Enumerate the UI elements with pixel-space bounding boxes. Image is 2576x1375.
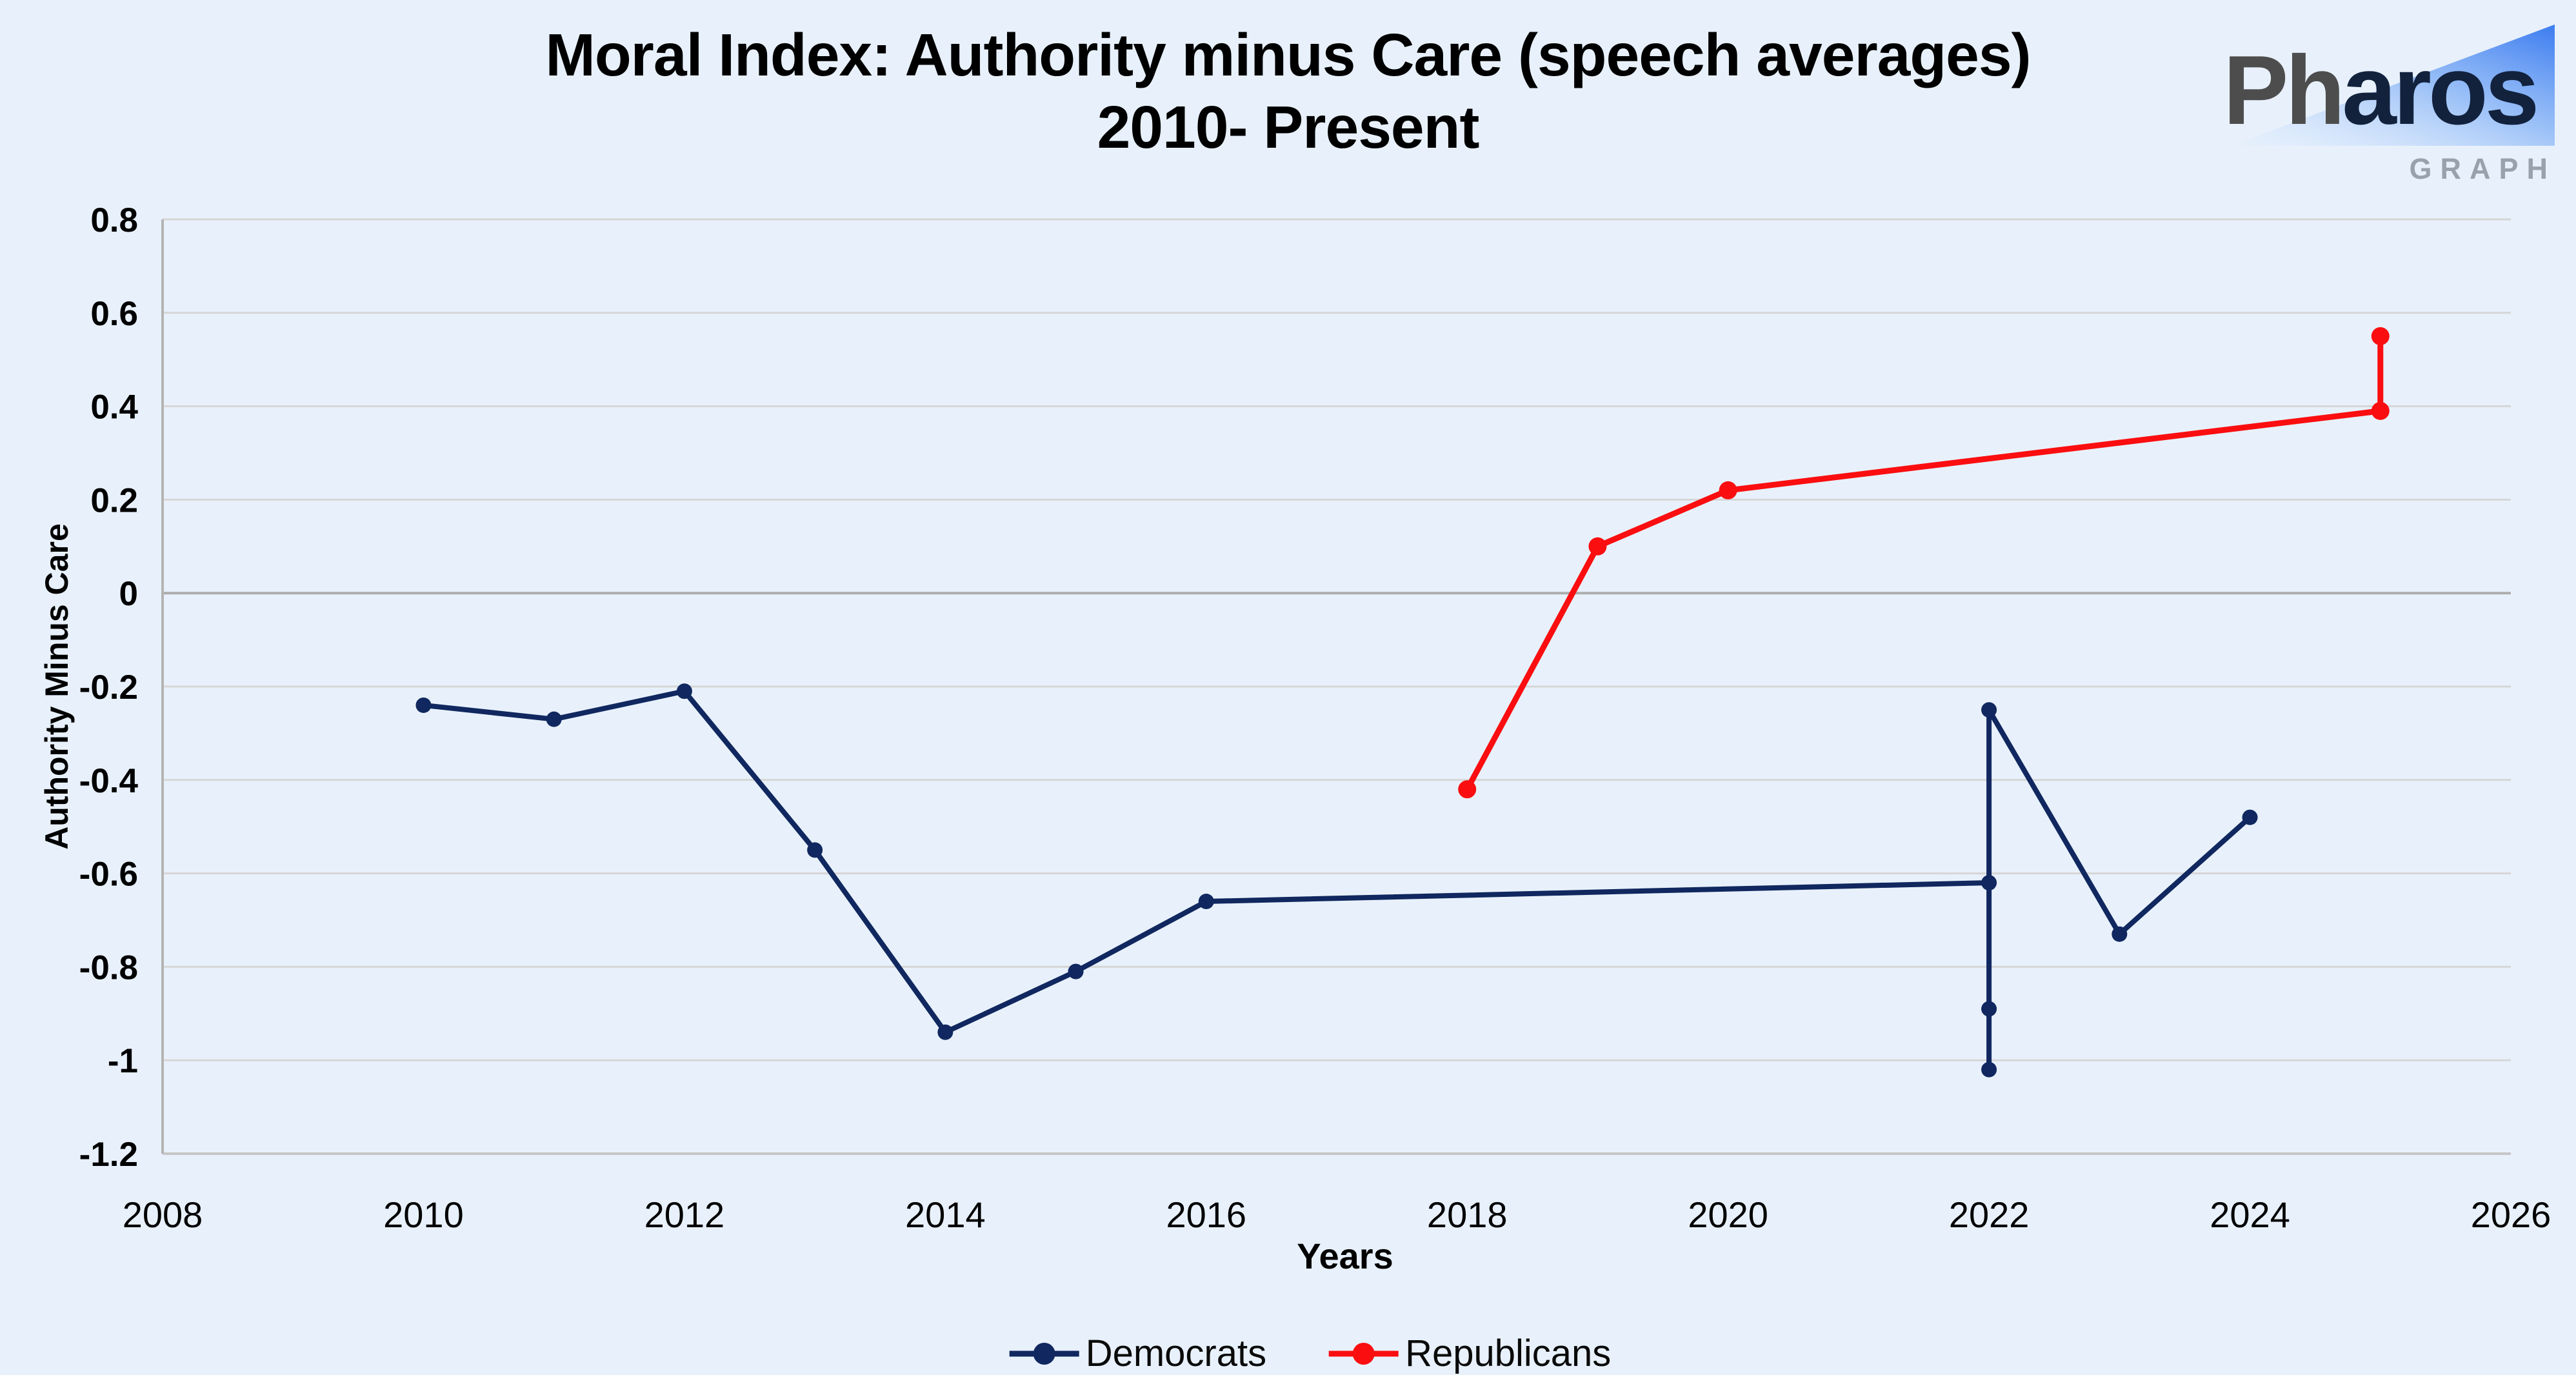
logo-wordmark: Pharos bbox=[2223, 41, 2539, 139]
x-tick-label: 2026 bbox=[2471, 1194, 2551, 1235]
chart-title-line1: Moral Index: Authority minus Care (speec… bbox=[545, 21, 2031, 88]
data-point-democrats-2010 bbox=[415, 697, 432, 713]
x-tick-label: 2010 bbox=[383, 1194, 464, 1235]
logo-wordmark-suffix: aros bbox=[2342, 35, 2539, 145]
x-tick-label: 2022 bbox=[1949, 1194, 2030, 1235]
x-tick-label: 2020 bbox=[1688, 1194, 1768, 1235]
y-tick-label: -0.2 bbox=[79, 668, 138, 707]
x-tick-label: 2018 bbox=[1427, 1194, 1508, 1235]
data-point-democrats-2016 bbox=[1198, 894, 1214, 910]
data-point-democrats-2015 bbox=[1068, 963, 1084, 979]
x-tick-label: 2016 bbox=[1166, 1194, 1246, 1235]
data-point-democrats-2012 bbox=[676, 683, 692, 699]
chart-title-line2: 2010- Present bbox=[1097, 93, 1480, 161]
data-point-democrats-2022 bbox=[1981, 1061, 1997, 1078]
legend-label-democrats: Democrats bbox=[1085, 1332, 1267, 1374]
legend-item-democrats: Democrats bbox=[1008, 1332, 1266, 1375]
x-axis-title: Years bbox=[1297, 1236, 1393, 1276]
data-point-republicans-2019 bbox=[1588, 537, 1607, 556]
data-point-republicans-2025 bbox=[2371, 401, 2390, 420]
y-tick-label: -1.2 bbox=[79, 1136, 138, 1174]
legend-label-republicans: Republicans bbox=[1405, 1332, 1612, 1374]
y-tick-label: -0.4 bbox=[79, 762, 139, 800]
x-tick-label: 2008 bbox=[123, 1194, 203, 1235]
y-tick-label: -1 bbox=[108, 1042, 138, 1080]
series-line-democrats bbox=[421, 688, 2253, 1072]
legend-item-republicans: Republicans bbox=[1328, 1332, 1611, 1375]
y-tick-label: 0.8 bbox=[90, 201, 138, 239]
data-point-democrats-2022 bbox=[1981, 875, 1997, 891]
y-tick-label: 0.6 bbox=[90, 295, 138, 333]
legend-marker-republicans bbox=[1329, 1342, 1399, 1365]
pharos-logo: Pharos GRAPH bbox=[2206, 17, 2561, 185]
data-point-democrats-2024 bbox=[2242, 809, 2258, 825]
data-point-democrats-2014 bbox=[937, 1024, 954, 1040]
data-point-republicans-2020 bbox=[1719, 481, 1737, 499]
legend-marker-democrats bbox=[1009, 1342, 1079, 1365]
data-point-democrats-2023 bbox=[2112, 926, 2128, 942]
data-point-democrats-2013 bbox=[807, 842, 823, 858]
logo-triangle-icon bbox=[2231, 25, 2555, 146]
x-tick-label: 2012 bbox=[644, 1194, 725, 1235]
y-tick-label: 0 bbox=[119, 575, 138, 613]
x-tick-label: 2014 bbox=[905, 1194, 986, 1235]
x-tick-label: 2024 bbox=[2210, 1194, 2290, 1235]
data-point-democrats-2022 bbox=[1981, 1001, 1997, 1017]
data-point-democrats-2022 bbox=[1981, 702, 1997, 718]
series-line-republicans bbox=[1464, 333, 2384, 792]
data-point-democrats-2011 bbox=[546, 711, 562, 727]
y-tick-label: 0.2 bbox=[90, 481, 138, 519]
y-tick-label: -0.6 bbox=[79, 856, 138, 894]
y-tick-label: 0.4 bbox=[90, 388, 138, 427]
legend: Democrats Republicans bbox=[1008, 1332, 1611, 1375]
logo-wordmark-prefix: Ph bbox=[2223, 35, 2345, 145]
chart-title: Moral Index: Authority minus Care (speec… bbox=[0, 19, 2576, 163]
logo-subtext: GRAPH bbox=[2409, 152, 2556, 185]
y-tick-label: -0.8 bbox=[79, 948, 138, 987]
data-point-republicans-2025 bbox=[2371, 327, 2390, 345]
data-point-republicans-2018 bbox=[1458, 780, 1477, 799]
